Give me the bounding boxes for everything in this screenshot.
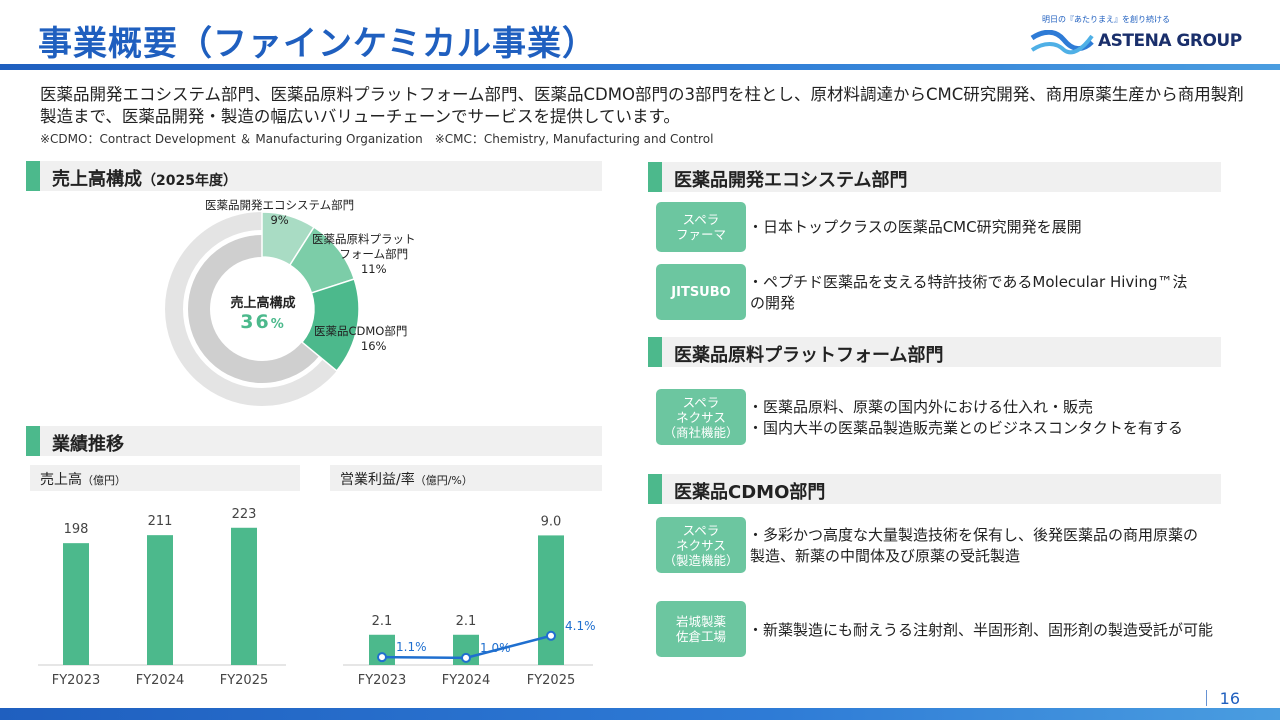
segment-desc: ・日本トップクラスの医薬品CMC研究開発を展開 [748, 218, 1082, 236]
sales-bar [147, 535, 173, 665]
donut-segment [301, 278, 360, 372]
rate-value-label: 1.1% [396, 640, 427, 654]
section-ecosystem-title: 医薬品開発エコシステム部門 [674, 170, 908, 191]
donut-label-ecosystem: 医薬品開発エコシステム部門 9% [205, 198, 355, 227]
title-divider [0, 64, 1280, 70]
badge-spera-pharma: スペラ ファーマ [656, 202, 746, 252]
profit-chart-title: 営業利益/率（億円/%） [330, 465, 602, 491]
section-performance-title: 業績推移 [52, 434, 124, 455]
profit-chart: 2.1 FY2023 2.1 FY2024 9.0 FY2025 1.1% 1.0% 4.1% [335, 495, 605, 695]
company-logo: 明日の『あたりまえ』を創り続ける ASTENA GROUP [1030, 14, 1250, 58]
profit-value-label: 9.0 [541, 514, 562, 529]
rate-point [546, 630, 556, 641]
sales-value-label: 198 [64, 522, 89, 537]
donut-center-value: 36% [240, 311, 286, 333]
profit-x-tick: FY2023 [358, 673, 407, 688]
footer-bar [0, 708, 1280, 720]
badge-spera-nexus-trading: スペラ ネクサス （商社機能） [656, 389, 746, 445]
section-cdmo-title: 医薬品CDMO部門 [674, 482, 826, 503]
logo-tagline: 明日の『あたりまえ』を創り続ける [1042, 15, 1170, 24]
donut-label-cdmo: 医薬品CDMO部門 16% [314, 324, 408, 353]
badge-jitsubo: JITSUBO [656, 264, 746, 320]
section-performance: 業績推移 [26, 426, 602, 456]
segment-desc: ・医薬品原料、原薬の国内外における仕入れ・販売 ・国内大半の医薬品製造販売業との… [748, 398, 1183, 437]
badge-iwaki-sakura: 岩城製薬 佐倉工場 [656, 601, 746, 657]
profit-value-label: 2.1 [456, 614, 477, 629]
badge-spera-nexus-manufacturing: スペラ ネクサス （製造機能） [656, 517, 746, 573]
logo-wave-icon [1030, 30, 1094, 55]
sales-x-tick: FY2024 [136, 673, 185, 688]
sales-mix-donut [165, 211, 360, 406]
sales-chart-title: 売上高（億円） [30, 465, 300, 491]
rate-point [461, 652, 471, 663]
intro-note: ※CDMO：Contract Development ＆ Manufacturi… [40, 132, 714, 146]
section-ecosystem: 医薬品開発エコシステム部門 [648, 162, 1221, 192]
section-cdmo: 医薬品CDMO部門 [648, 474, 1221, 504]
donut-center: 売上高構成 36% [223, 292, 303, 333]
section-platform: 医薬品原料プラットフォーム部門 [648, 337, 1221, 367]
section-sales-mix-title: 売上高構成 [52, 169, 142, 190]
sales-x-tick: FY2023 [52, 673, 101, 688]
section-sales-mix: 売上高構成（2025年度） [26, 161, 602, 191]
segment-desc: ・ペプチド医薬品を支える特許技術であるMolecular Hiving™法 の開… [748, 273, 1188, 312]
segment-desc: ・新薬製造にも耐えうる注射剤、半固形剤、固形剤の製造受託が可能 [748, 621, 1214, 639]
section-platform-title: 医薬品原料プラットフォーム部門 [674, 345, 944, 366]
sales-value-label: 223 [232, 507, 257, 522]
profit-x-tick: FY2024 [442, 673, 491, 688]
logo-text: ASTENA GROUP [1098, 31, 1242, 51]
rate-value-label: 1.0% [480, 641, 511, 655]
donut-label-platform: 医薬品原料プラット フォーム部門 11% [312, 232, 416, 276]
rate-value-label: 4.1% [565, 619, 596, 633]
segment-desc: ・多彩かつ高度な大量製造技術を保有し、後発医薬品の商用原薬の 製造、新薬の中間体… [748, 526, 1199, 565]
sales-chart: 198 FY2023 211 FY2024 223 FY2025 [30, 495, 300, 695]
sales-x-tick: FY2025 [220, 673, 269, 688]
profit-x-tick: FY2025 [527, 673, 576, 688]
sales-bar [63, 543, 89, 665]
donut-center-label: 売上高構成 [230, 296, 296, 311]
sales-bar [231, 527, 257, 665]
rate-point [377, 652, 387, 663]
profit-bar [538, 535, 564, 665]
intro-lead: 医薬品開発エコシステム部門、医薬品原料プラットフォーム部門、医薬品CDMO部門の… [40, 85, 1244, 126]
page-number: ｜ 16 [1198, 689, 1240, 708]
sales-value-label: 211 [148, 514, 173, 529]
section-sales-mix-year: （2025年度） [142, 173, 237, 189]
profit-value-label: 2.1 [372, 614, 393, 629]
page-title: 事業概要（ファインケミカル事業） [38, 24, 597, 64]
